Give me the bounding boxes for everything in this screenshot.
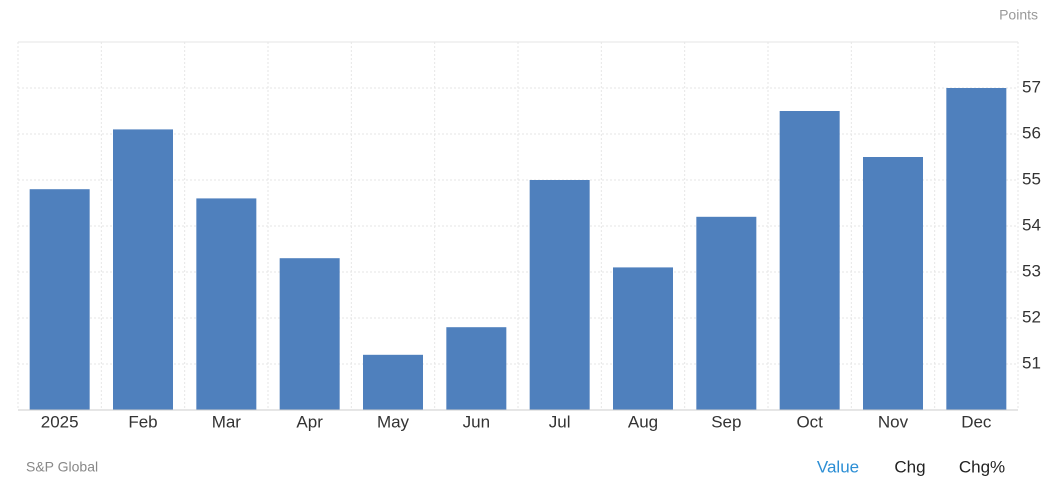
bar bbox=[696, 216, 757, 410]
x-tick-label: Jun bbox=[463, 412, 490, 431]
bar bbox=[29, 189, 90, 410]
x-tick-label: Apr bbox=[296, 412, 323, 431]
bar bbox=[113, 129, 173, 410]
y-tick-label: 51 bbox=[1022, 353, 1041, 372]
y-tick-label: 55 bbox=[1022, 169, 1041, 188]
x-tick-label: Aug bbox=[628, 412, 658, 431]
x-tick-label: Feb bbox=[128, 412, 157, 431]
x-tick-label: Jul bbox=[549, 412, 571, 431]
y-tick-label: 57 bbox=[1022, 77, 1041, 96]
x-tick-label: May bbox=[377, 412, 410, 431]
unit-label: Points bbox=[999, 7, 1038, 23]
x-tick-label: Mar bbox=[212, 412, 242, 431]
tab[interactable]: Chg% bbox=[959, 457, 1005, 476]
x-tick-label: 2025 bbox=[41, 412, 79, 431]
x-tick-label: Dec bbox=[961, 412, 992, 431]
bar bbox=[529, 180, 590, 410]
bar bbox=[779, 111, 840, 410]
bar bbox=[279, 258, 340, 410]
source: S&P Global bbox=[26, 459, 98, 475]
y-tick-label: 54 bbox=[1022, 215, 1041, 234]
bar bbox=[446, 327, 507, 410]
bar bbox=[363, 354, 423, 410]
y-tick-label: 53 bbox=[1022, 261, 1041, 280]
tab[interactable]: Value bbox=[817, 457, 859, 476]
x-tick-label: Nov bbox=[878, 412, 909, 431]
tab[interactable]: Chg bbox=[894, 457, 925, 476]
y-tick-label: 56 bbox=[1022, 123, 1041, 142]
bar bbox=[946, 88, 1007, 410]
bar bbox=[613, 267, 673, 410]
x-tick-label: Sep bbox=[711, 412, 741, 431]
x-tick-label: Oct bbox=[796, 412, 823, 431]
bar bbox=[863, 157, 923, 410]
y-tick-label: 52 bbox=[1022, 307, 1041, 326]
bar bbox=[196, 198, 257, 410]
